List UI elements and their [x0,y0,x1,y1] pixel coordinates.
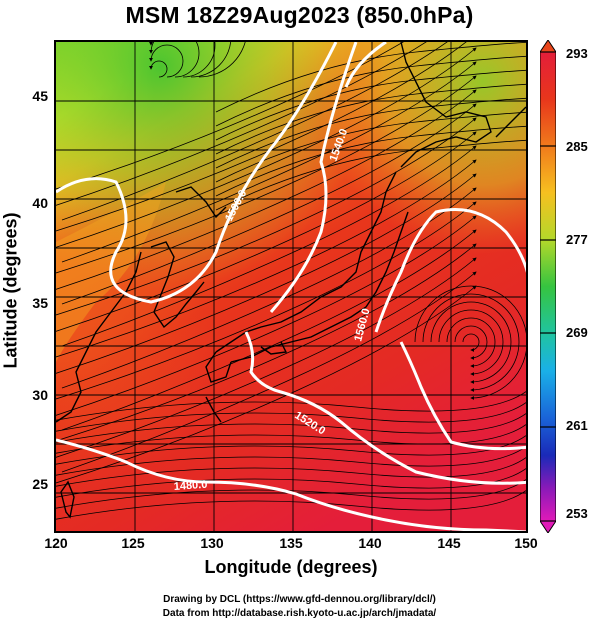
streamline [446,317,496,368]
colorbar-tick-261: 261 [566,418,588,433]
streamline [56,117,477,316]
colorbar-tick-269: 269 [566,325,588,340]
streamline [438,309,504,376]
streamline [215,83,526,155]
y-tick-25: 25 [32,476,48,492]
streamline [56,131,477,332]
y-tick-35: 35 [32,295,48,311]
kuril-islands-coast [495,106,526,138]
streamline [149,42,216,78]
colorbar-top-arrow [540,40,556,53]
streamline [56,89,477,290]
contour-line-1520 [244,331,526,485]
streamline [56,478,526,509]
y-tick-30: 30 [32,387,48,403]
streamline [149,44,184,78]
streamline [56,467,526,498]
streamline [56,401,526,432]
contour-line-north [344,42,387,88]
streamline [190,42,232,78]
contour-line-1500 [56,42,338,304]
colorbar-tick-277: 277 [566,232,588,247]
credit-drawing: Drawing by DCL (https://www.gfd-dennou.o… [163,594,436,605]
contour-line-1480 [56,438,526,531]
height-contours [56,42,526,531]
streamline [149,60,168,78]
streamline [61,61,477,263]
streamline [215,97,526,169]
colorbar-tick-253: 253 [566,506,588,521]
streamline [61,229,477,431]
coastlines [56,42,526,519]
streamline [61,145,477,347]
streamline [215,42,526,113]
hokkaido-sakhalin-coast [400,42,492,168]
x-tick-135: 135 [279,535,303,551]
streamline [61,42,448,221]
y-tick-45: 45 [32,88,48,104]
streamline [56,456,526,487]
colorbar-bottom-arrow [540,520,556,533]
china-east-coast [56,251,142,423]
colorbar-tick-293: 293 [566,46,588,61]
x-tick-125: 125 [121,535,145,551]
streamline [462,333,480,352]
streamline [56,215,477,416]
streamline [61,187,477,389]
streamline [61,271,477,473]
streamline [414,285,526,400]
streamline [56,201,477,400]
x-tick-145: 145 [437,535,461,551]
streamline [56,159,477,358]
streamline [56,75,477,274]
honshu-north-coast [215,171,397,353]
china-northeast-coast [175,186,227,219]
contour-line-1560-south [399,341,526,451]
streamline [56,243,477,442]
streamline [215,111,526,183]
streamline [149,42,200,78]
streamline [215,139,526,211]
streamline [215,55,526,127]
contour-line-1540 [269,42,358,313]
shikoku-coast [260,341,288,355]
streamline [198,42,246,78]
streamline [422,293,520,392]
colorbar-tick-285: 285 [566,139,588,154]
streamline [56,445,526,476]
kyushu-coast [205,351,232,383]
map-panel: 1480.0 1520.0 1560.0 1500.0 1540.0 [54,40,528,533]
figure-title: MSM 18Z29Aug2023 (850.0hPa) [125,2,474,28]
x-axis-label: Longitude (degrees) [204,557,378,577]
streamline [56,257,477,458]
contour-label-1480: 1480.0 [173,479,207,493]
streamline [56,412,526,443]
streamline [56,42,404,190]
credit-data-source: Data from http://database.rish.kyoto-u.a… [162,608,437,619]
y-axis-label: Latitude (degrees) [0,212,21,369]
x-tick-140: 140 [358,535,382,551]
contour-line-1560 [374,208,526,333]
korea-peninsula-coast [150,241,205,329]
y-tick-40: 40 [32,195,48,211]
colorbar-scale [540,51,556,522]
map-canvas: 1480.0 1520.0 1560.0 1500.0 1540.0 [56,42,526,531]
streamline [56,489,526,520]
x-tick-130: 130 [200,535,224,551]
x-tick-120: 120 [44,535,68,551]
streamline [61,103,477,305]
streamline [56,390,526,421]
streamline [215,125,526,197]
streamline [215,69,526,141]
streamline [430,301,512,384]
taiwan-coast [60,480,75,519]
x-tick-150: 150 [514,535,538,551]
streamline [454,325,488,360]
streamline [56,42,467,232]
streamline [56,423,526,454]
honshu-south-coast [230,211,409,363]
colorbar [540,40,556,533]
